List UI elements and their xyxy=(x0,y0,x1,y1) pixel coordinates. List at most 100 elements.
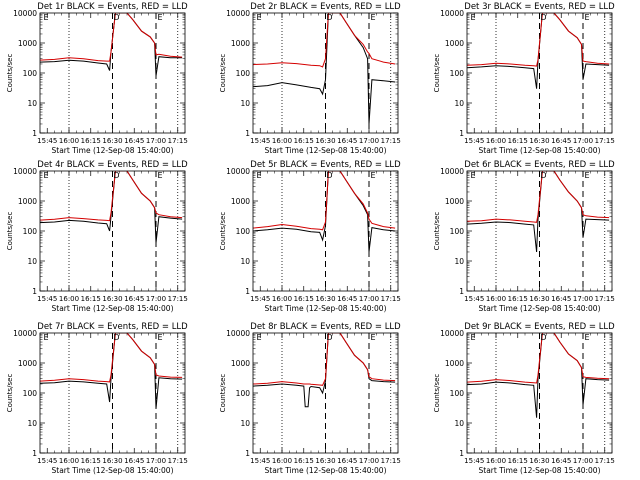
attenuator-marker: E xyxy=(256,13,261,22)
y-tick-label: 10 xyxy=(454,419,464,428)
attenuator-marker: E xyxy=(370,333,375,342)
y-tick-label: 10 xyxy=(240,419,250,428)
x-tick-label: 15:45 xyxy=(250,295,270,303)
series-line-lld xyxy=(40,333,183,383)
plot-frame xyxy=(466,170,613,292)
attenuator-marker: E xyxy=(370,171,375,180)
x-tick-label: 15:45 xyxy=(464,295,484,303)
x-tick-label: 17:15 xyxy=(381,457,401,465)
x-tick-label: 17:15 xyxy=(381,295,401,303)
x-tick-label: 16:45 xyxy=(124,137,144,145)
series-line-lld xyxy=(467,333,610,384)
y-tick-label: 1000 xyxy=(18,197,37,206)
y-tick-label: 10 xyxy=(240,99,250,108)
y-tick-label: 10 xyxy=(454,99,464,108)
x-tick-label: 16:00 xyxy=(272,137,292,145)
x-axis-label: Start Time (12-Sep-08 15:40:00) xyxy=(52,146,174,155)
series-line-lld xyxy=(40,13,183,62)
y-tick-label: 10000 xyxy=(13,9,37,18)
x-tick-label: 16:15 xyxy=(508,457,528,465)
panel-title: Det 8r BLACK = Events, RED = LLD xyxy=(250,322,401,332)
x-tick-label: 17:00 xyxy=(359,295,379,303)
x-tick-label: 17:15 xyxy=(168,457,188,465)
attenuator-marker: E xyxy=(256,171,261,180)
attenuator-marker: E xyxy=(256,333,261,342)
plot-frame xyxy=(39,12,186,134)
y-tick-label: 1000 xyxy=(231,359,250,368)
attenuator-marker: E xyxy=(470,171,475,180)
y-tick-label: 1 xyxy=(32,129,37,138)
x-tick-label: 16:00 xyxy=(486,295,506,303)
y-tick-label: 1000 xyxy=(18,39,37,48)
y-axis-label: Counts/sec xyxy=(6,374,14,413)
x-tick-label: 17:00 xyxy=(359,457,379,465)
y-tick-label: 1 xyxy=(245,449,250,458)
y-tick-label: 100 xyxy=(450,227,465,236)
attenuator-marker: D xyxy=(113,171,119,180)
x-tick-label: 17:00 xyxy=(573,295,593,303)
panel-title: Det 9r BLACK = Events, RED = LLD xyxy=(464,322,615,332)
y-tick-label: 10000 xyxy=(440,9,464,18)
attenuator-marker: D xyxy=(326,13,332,22)
y-tick-label: 1000 xyxy=(18,359,37,368)
series-line-events xyxy=(253,13,396,125)
attenuator-marker: E xyxy=(470,13,475,22)
x-tick-label: 15:45 xyxy=(250,457,270,465)
x-tick-label: 16:45 xyxy=(337,457,357,465)
attenuator-marker: D xyxy=(540,13,546,22)
x-tick-label: 15:45 xyxy=(464,137,484,145)
x-tick-label: 15:45 xyxy=(464,457,484,465)
y-axis-label: Counts/sec xyxy=(433,374,441,413)
y-tick-label: 10 xyxy=(27,99,37,108)
x-tick-label: 17:15 xyxy=(595,137,615,145)
attenuator-marker: E xyxy=(370,13,375,22)
x-axis-label: Start Time (12-Sep-08 15:40:00) xyxy=(265,146,387,155)
y-tick-label: 10000 xyxy=(226,9,250,18)
panel-det-2: Det 2r BLACK = Events, RED = LLD Counts/s… xyxy=(219,2,401,155)
y-tick-label: 100 xyxy=(236,227,251,236)
x-tick-label: 16:30 xyxy=(529,457,549,465)
x-tick-label: 17:00 xyxy=(146,295,166,303)
attenuator-marker: E xyxy=(43,333,48,342)
x-tick-label: 16:00 xyxy=(486,457,506,465)
y-tick-label: 10000 xyxy=(13,329,37,338)
panel-title: Det 5r BLACK = Events, RED = LLD xyxy=(250,160,401,170)
y-tick-label: 100 xyxy=(236,389,251,398)
series-line-events xyxy=(40,171,183,243)
panel-title: Det 4r BLACK = Events, RED = LLD xyxy=(37,160,188,170)
x-tick-label: 17:00 xyxy=(359,137,379,145)
attenuator-marker: E xyxy=(584,13,589,22)
x-tick-label: 16:30 xyxy=(315,137,335,145)
attenuator-marker: D xyxy=(326,333,332,342)
panel-det-8: Det 8r BLACK = Events, RED = LLD Counts/s… xyxy=(219,322,401,475)
panel-title: Det 2r BLACK = Events, RED = LLD xyxy=(250,2,401,12)
attenuator-marker: E xyxy=(157,333,162,342)
y-tick-label: 100 xyxy=(23,227,38,236)
x-tick-label: 16:30 xyxy=(102,457,122,465)
y-axis-label: Counts/sec xyxy=(219,54,227,93)
x-tick-label: 16:00 xyxy=(486,137,506,145)
attenuator-marker: D xyxy=(113,333,119,342)
x-tick-label: 16:30 xyxy=(315,457,335,465)
x-tick-label: 15:45 xyxy=(37,137,57,145)
series-line-lld xyxy=(253,333,396,386)
attenuator-marker: E xyxy=(43,171,48,180)
x-axis-label: Start Time (12-Sep-08 15:40:00) xyxy=(265,304,387,313)
y-tick-label: 1000 xyxy=(231,197,250,206)
series-line-lld xyxy=(253,13,396,68)
y-tick-label: 1000 xyxy=(445,39,464,48)
y-tick-label: 1 xyxy=(245,129,250,138)
x-tick-label: 16:30 xyxy=(315,295,335,303)
panel-det-1: Det 1r BLACK = Events, RED = LLD Counts/s… xyxy=(6,2,188,155)
x-tick-label: 16:45 xyxy=(551,295,571,303)
x-tick-label: 16:15 xyxy=(294,137,314,145)
attenuator-marker: D xyxy=(540,171,546,180)
y-tick-label: 10000 xyxy=(226,167,250,176)
plot-frame xyxy=(466,332,613,454)
x-tick-label: 16:15 xyxy=(81,137,101,145)
panel-title: Det 6r BLACK = Events, RED = LLD xyxy=(464,160,615,170)
series-line-events xyxy=(467,13,610,89)
series-line-events xyxy=(467,171,610,253)
x-tick-label: 17:00 xyxy=(146,137,166,145)
series-line-events xyxy=(40,13,183,76)
